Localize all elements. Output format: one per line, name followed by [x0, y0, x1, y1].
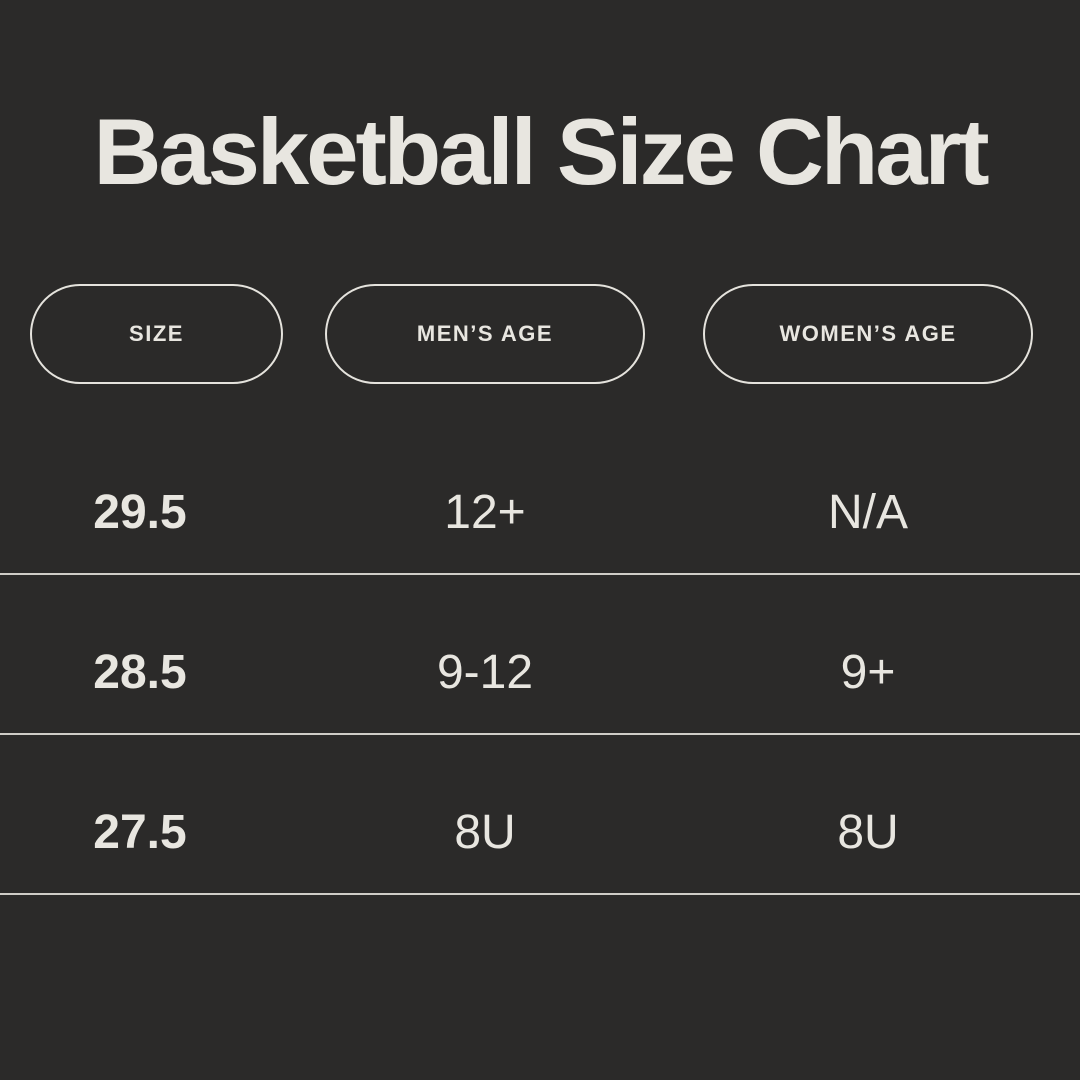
table-row: 27.5 8U 8U	[0, 735, 1080, 895]
column-label-size: SIZE	[129, 321, 184, 346]
cell-size: 28.5	[93, 645, 187, 699]
column-label-mens-age: MEN’S AGE	[416, 321, 554, 346]
cell-mens-age: 9-12	[436, 645, 534, 699]
table-row: 28.5 9-12 9+	[0, 575, 1080, 735]
page-title: Basketball Size Chart	[93, 99, 989, 204]
column-pill-size: SIZE	[30, 284, 283, 384]
cell-mens-age: 12+	[444, 485, 526, 539]
column-label-womens-age: WOMEN’S AGE	[779, 321, 957, 346]
column-pill-mens-age: MEN’S AGE	[325, 284, 645, 384]
cell-womens-age: 8U	[837, 805, 899, 859]
table-body: 29.5 12+ N/A 28.5 9-12 9+ 27.5 8U 8U	[0, 415, 1080, 895]
column-header-row: SIZE MEN’S AGE WOMEN’S AGE	[0, 284, 1080, 384]
cell-womens-age: N/A	[827, 485, 908, 539]
cell-mens-age: 8U	[454, 805, 516, 859]
cell-womens-age: 9+	[840, 645, 896, 699]
cell-size: 29.5	[93, 485, 187, 539]
cell-size: 27.5	[93, 805, 187, 859]
table-row: 29.5 12+ N/A	[0, 415, 1080, 575]
column-pill-womens-age: WOMEN’S AGE	[703, 284, 1033, 384]
